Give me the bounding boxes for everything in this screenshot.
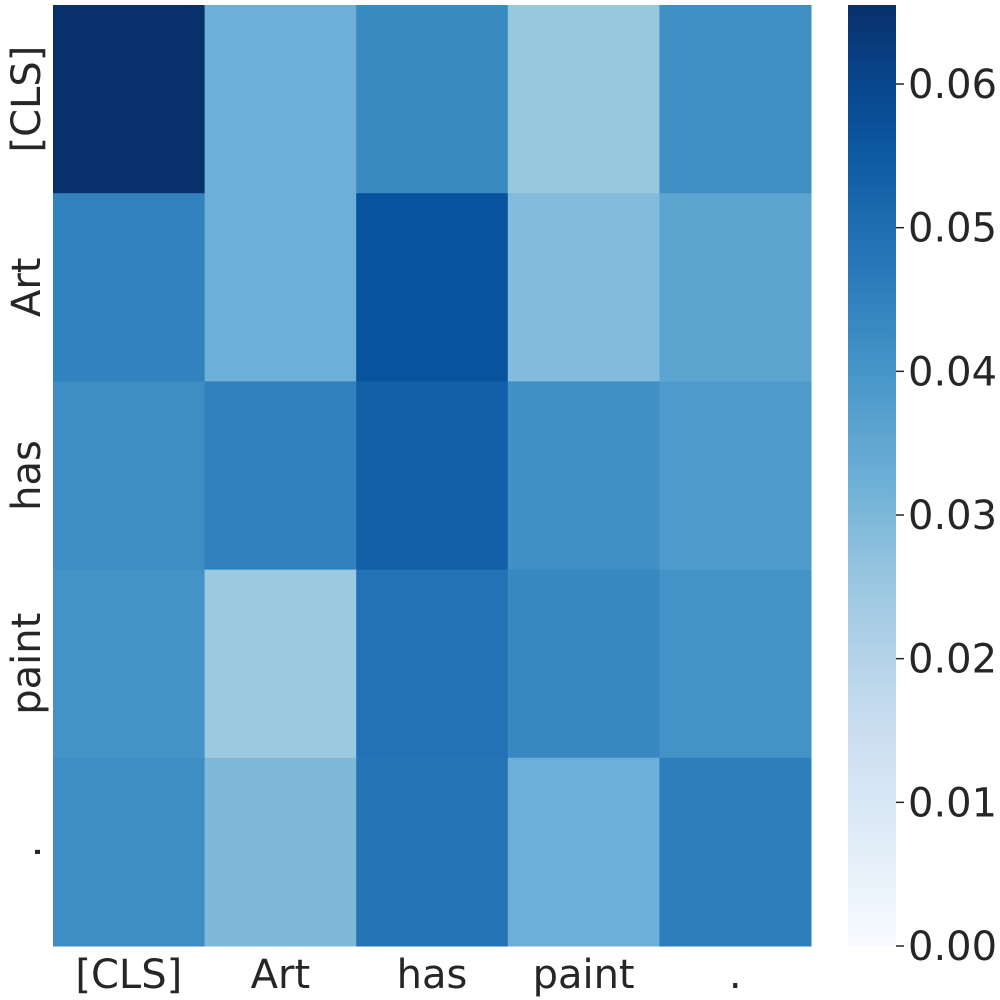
heatmap-cell-r4-c4 (659, 757, 812, 947)
y-tick-label: Art (4, 258, 50, 318)
heatmap-cell-r2-c2 (356, 381, 509, 571)
heatmap-cell-r1-c1 (204, 193, 357, 382)
x-tick-label: [CLS] (75, 952, 182, 998)
heatmap-cell-r0-c2 (356, 5, 509, 194)
heatmap-cell-r4-c0 (53, 757, 206, 947)
heatmap-cell-r0-c4 (659, 5, 812, 194)
colorbar-tick-label: 0.04 (908, 349, 997, 395)
y-tick-labels: [CLS] Art has paint. (4, 46, 50, 859)
heatmap-cell-r0-c1 (204, 5, 357, 194)
heatmap-cell-r1-c2 (356, 193, 509, 382)
heatmap-cell-r3-c1 (204, 569, 357, 759)
heatmap-cell-r3-c3 (507, 569, 660, 759)
x-tick-label: . (729, 952, 742, 998)
colorbar-tick-label: 0.02 (908, 637, 997, 683)
heatmap-cell-r0-c0 (53, 5, 206, 194)
colorbar-tick-label: 0.01 (908, 780, 997, 826)
y-tick-label: has (4, 440, 50, 511)
heatmap-cell-r3-c4 (659, 569, 812, 759)
colorbar-tick-label: 0.00 (908, 924, 997, 970)
x-tick-label: has (397, 952, 468, 998)
heatmap-cell-r2-c4 (659, 381, 812, 571)
y-tick-label: paint (4, 613, 50, 715)
x-tick-label: paint (533, 952, 635, 998)
y-tick-label: [CLS] (4, 46, 50, 153)
heatmap-cell-r1-c4 (659, 193, 812, 382)
colorbar-tick-label: 0.06 (908, 62, 997, 108)
heatmap-cell-r3-c0 (53, 569, 206, 759)
heatmap-cell-r4-c3 (507, 757, 660, 947)
x-tick-label: Art (251, 952, 311, 998)
heatmap-cell-r2-c0 (53, 381, 206, 571)
x-tick-labels: [CLS] Art has paint. (75, 952, 741, 998)
heatmap-cell-r4-c2 (356, 757, 509, 947)
heatmap-cell-r0-c3 (507, 5, 660, 194)
heatmap-cell-r4-c1 (204, 757, 357, 947)
colorbar-ticks: 0.00 0.01 0.02 0.03 0.04 0.05 0.06 (896, 62, 997, 970)
y-tick-label: . (4, 846, 50, 859)
colorbar-tick-label: 0.05 (908, 206, 997, 252)
heatmap-cell-r2-c3 (507, 381, 660, 571)
heatmap-cell-r1-c0 (53, 193, 206, 382)
colorbar-tick-label: 0.03 (908, 493, 997, 539)
heatmap-cell-r3-c2 (356, 569, 509, 759)
heatmap-cell-r2-c1 (204, 381, 357, 571)
colorbar (848, 5, 896, 946)
heatmap-cell-r1-c3 (507, 193, 660, 382)
heatmap-cells (53, 5, 812, 947)
